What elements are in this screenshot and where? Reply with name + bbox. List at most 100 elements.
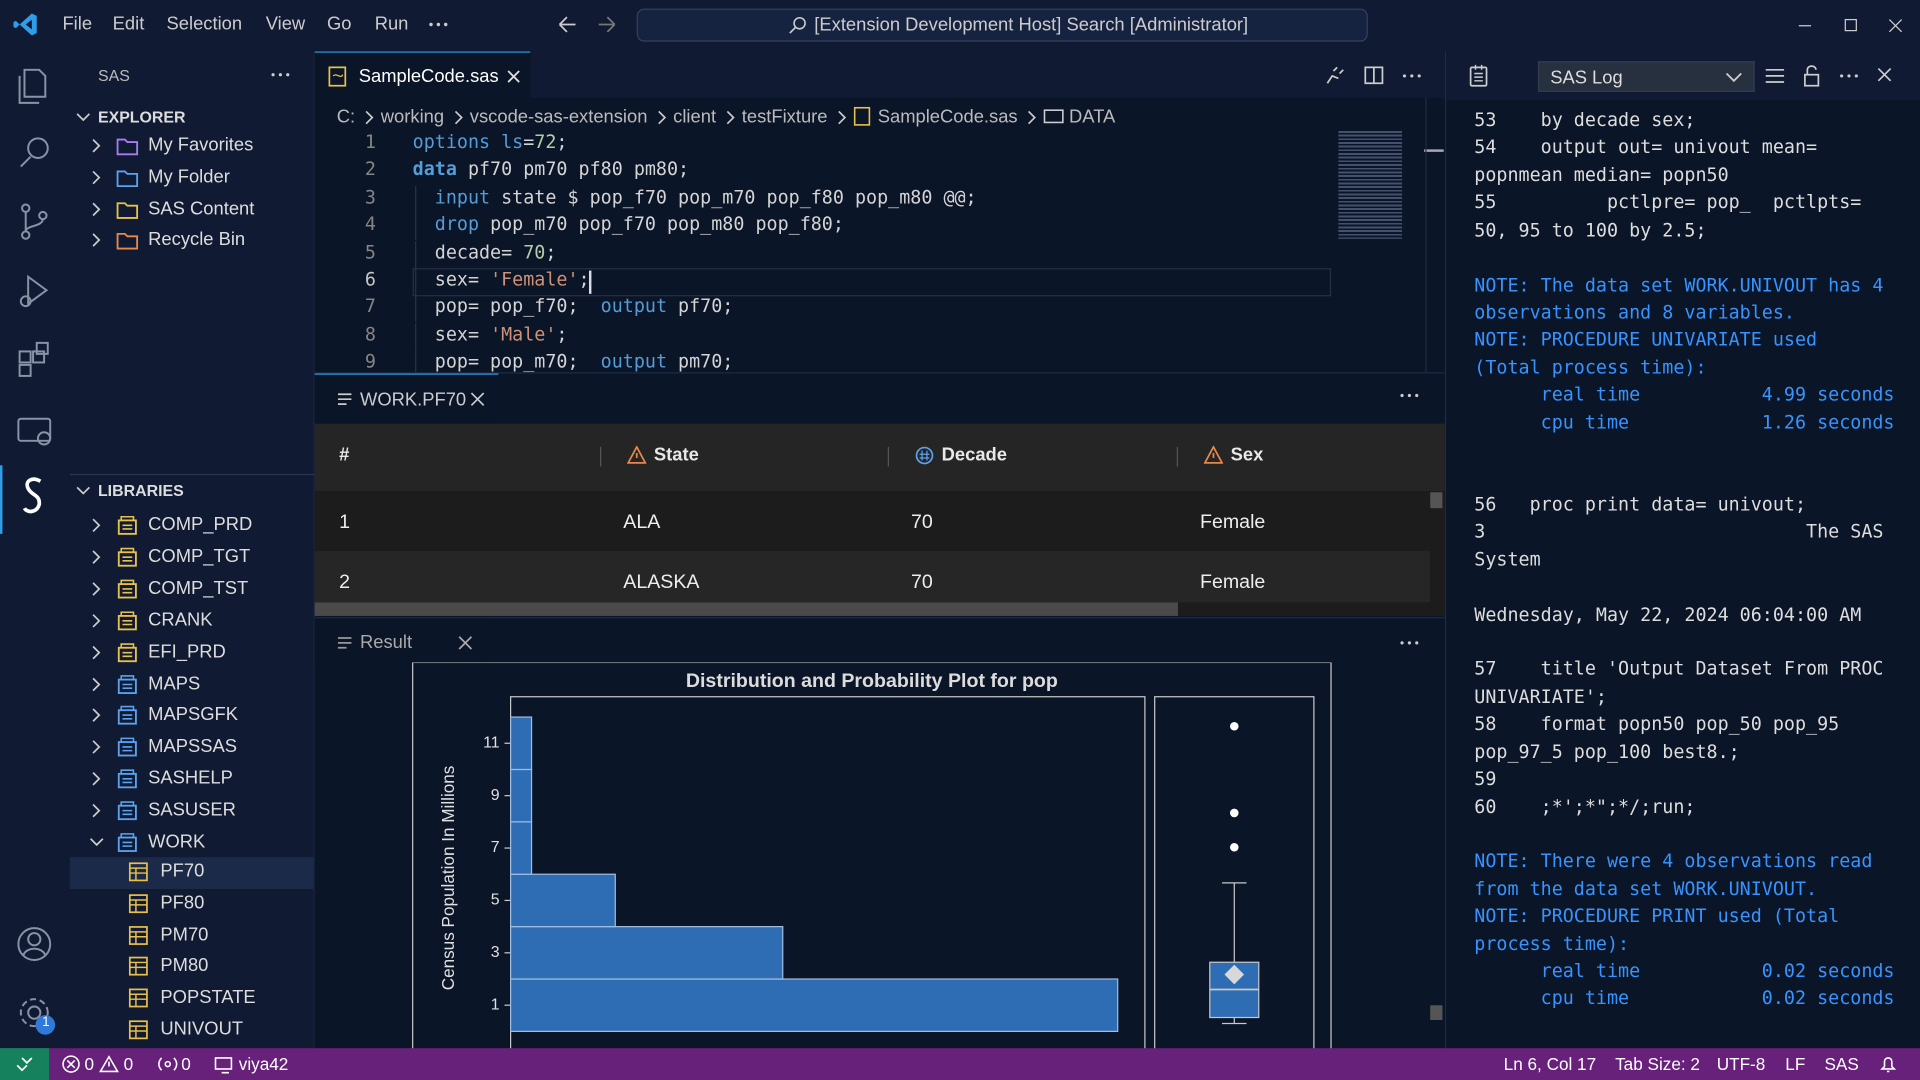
table-icon (128, 862, 148, 882)
status-item[interactable]: 0 (181, 1054, 191, 1074)
breadcrumb[interactable]: working (380, 106, 445, 128)
chevron-shape (92, 645, 101, 659)
table-cell: ALA (623, 511, 661, 533)
status-item[interactable]: 0 (123, 1054, 134, 1074)
library-icon (117, 611, 137, 630)
table-item[interactable]: POPSTATE (160, 987, 256, 1008)
tab-close[interactable] (507, 70, 520, 83)
selected-row (69, 857, 314, 889)
breadcrumb[interactable]: C: (336, 106, 356, 128)
status-bar: 0 0 0 viya42 Ln 6, Col 17 Tab Size: 2 UTF-8 LF S… (0, 1048, 1920, 1080)
tree-item[interactable]: MAPSGFK (148, 704, 238, 726)
breadcrumb[interactable]: DATA (1069, 106, 1116, 128)
icon-shape (120, 611, 135, 625)
table-icon (128, 988, 148, 1008)
menu-item[interactable]: Selection (166, 13, 243, 35)
sidebar-more[interactable] (271, 69, 291, 81)
tree-item[interactable]: Recycle Bin (148, 229, 246, 251)
log-dropdown[interactable]: SAS Log (1537, 61, 1755, 92)
chevron (92, 740, 101, 755)
log-actions[interactable] (1762, 64, 1909, 88)
search-box[interactable]: [Extension Development Host] Search [Adm… (636, 8, 1368, 42)
panel-more[interactable] (1400, 392, 1422, 399)
more-menu[interactable] (429, 15, 449, 35)
status-item[interactable]: LF (1785, 1054, 1806, 1074)
icon-shape (120, 674, 135, 689)
tree-item[interactable]: COMP_TST (148, 577, 249, 599)
h-scroll-thumb[interactable] (314, 602, 1178, 616)
tree-item[interactable]: MAPS (148, 672, 201, 694)
result-tab[interactable]: Result (314, 618, 487, 665)
section-header[interactable]: LIBRARIES (97, 481, 184, 500)
section-header[interactable]: EXPLORER (97, 107, 186, 127)
table-cell: 70 (911, 511, 933, 533)
status-item[interactable]: viya42 (238, 1054, 289, 1074)
icon-part (0, 465, 3, 534)
tree-item[interactable]: SASUSER (148, 799, 236, 821)
table-item[interactable]: PF80 (160, 892, 205, 914)
breadcrumb[interactable]: client (673, 106, 717, 128)
column-type-icon (915, 446, 934, 465)
tree-item[interactable]: SAS Content (148, 197, 255, 219)
editor-actions[interactable] (1322, 64, 1432, 88)
icon-part (286, 73, 290, 77)
tree-item[interactable]: My Favorites (148, 134, 254, 156)
remote-indicator[interactable] (0, 1048, 49, 1080)
breadcrumb[interactable]: vscode-sas-extension (469, 106, 648, 128)
table-item[interactable]: UNIVOUT (160, 1018, 244, 1040)
activity-icons[interactable] (0, 51, 70, 1048)
y-tick-label: 9 (491, 787, 500, 804)
menu-item[interactable]: Run (374, 13, 409, 35)
menu-item[interactable]: View (265, 13, 306, 35)
status-item[interactable]: Tab Size: 2 (1615, 1054, 1700, 1074)
breadcrumb[interactable]: testFixture (741, 106, 828, 128)
line-number: 1 (364, 131, 376, 154)
status-item[interactable]: Ln 6, Col 17 (1503, 1054, 1597, 1074)
menu-item[interactable]: Go (326, 13, 352, 35)
icon-shape (117, 519, 137, 535)
panel-more[interactable] (1400, 639, 1422, 646)
status-item[interactable]: SAS (1824, 1054, 1859, 1074)
table-icon (128, 1020, 148, 1040)
icon-part (158, 1057, 178, 1071)
tree-item[interactable]: My Folder (148, 166, 230, 188)
tree-item[interactable]: CRANK (148, 609, 213, 631)
status-item[interactable]: 0 (84, 1054, 95, 1074)
tree-item[interactable]: SASHELP (148, 767, 233, 789)
menu-item[interactable]: File (62, 13, 93, 35)
menu-item[interactable]: Edit (112, 13, 145, 35)
column-separator (1176, 446, 1178, 467)
indent-guide (415, 268, 417, 296)
title-bar: [Extension Development Host] Search [Adm… (0, 0, 1920, 52)
code-token: ; (545, 240, 557, 263)
table-item[interactable]: PF70 (160, 860, 205, 882)
tree-item[interactable]: COMP_PRD (148, 514, 253, 536)
column-header[interactable]: Sex (1230, 444, 1264, 466)
icon-part (27, 932, 42, 947)
tree-item[interactable]: MAPSSAS (148, 736, 237, 758)
table-item[interactable]: PM70 (160, 923, 209, 945)
icon-shape (120, 801, 135, 816)
editor-tab[interactable]: SampleCode.sas (314, 51, 531, 98)
table-tab[interactable]: WORK.PF70 (314, 373, 499, 423)
tree-item[interactable]: WORK (148, 831, 206, 853)
v-scroll-thumb[interactable] (1430, 1005, 1443, 1020)
window-controls[interactable] (1795, 15, 1908, 37)
tree-item[interactable]: EFI_PRD (148, 641, 226, 662)
table-item[interactable]: PM80 (160, 955, 209, 977)
output-icon (1469, 64, 1488, 87)
tree-item[interactable]: COMP_TGT (148, 545, 251, 567)
breadcrumb[interactable]: SampleCode.sas (877, 106, 1018, 128)
icon-part (507, 70, 520, 83)
tab-close[interactable] (458, 636, 473, 651)
status-item[interactable]: UTF-8 (1716, 1054, 1766, 1074)
icon-part (16, 1057, 33, 1072)
v-scroll-thumb[interactable] (1430, 492, 1443, 509)
nav-arrows[interactable] (557, 15, 618, 37)
tab-close[interactable] (470, 392, 485, 407)
column-header[interactable]: Decade (941, 444, 1007, 466)
code-line: pop= pop_m70; output pm70; (413, 350, 734, 372)
log-line: NOTE: There were 4 observations read (1474, 850, 1873, 873)
column-header[interactable]: State (653, 444, 699, 466)
column-header[interactable]: # (339, 444, 350, 466)
